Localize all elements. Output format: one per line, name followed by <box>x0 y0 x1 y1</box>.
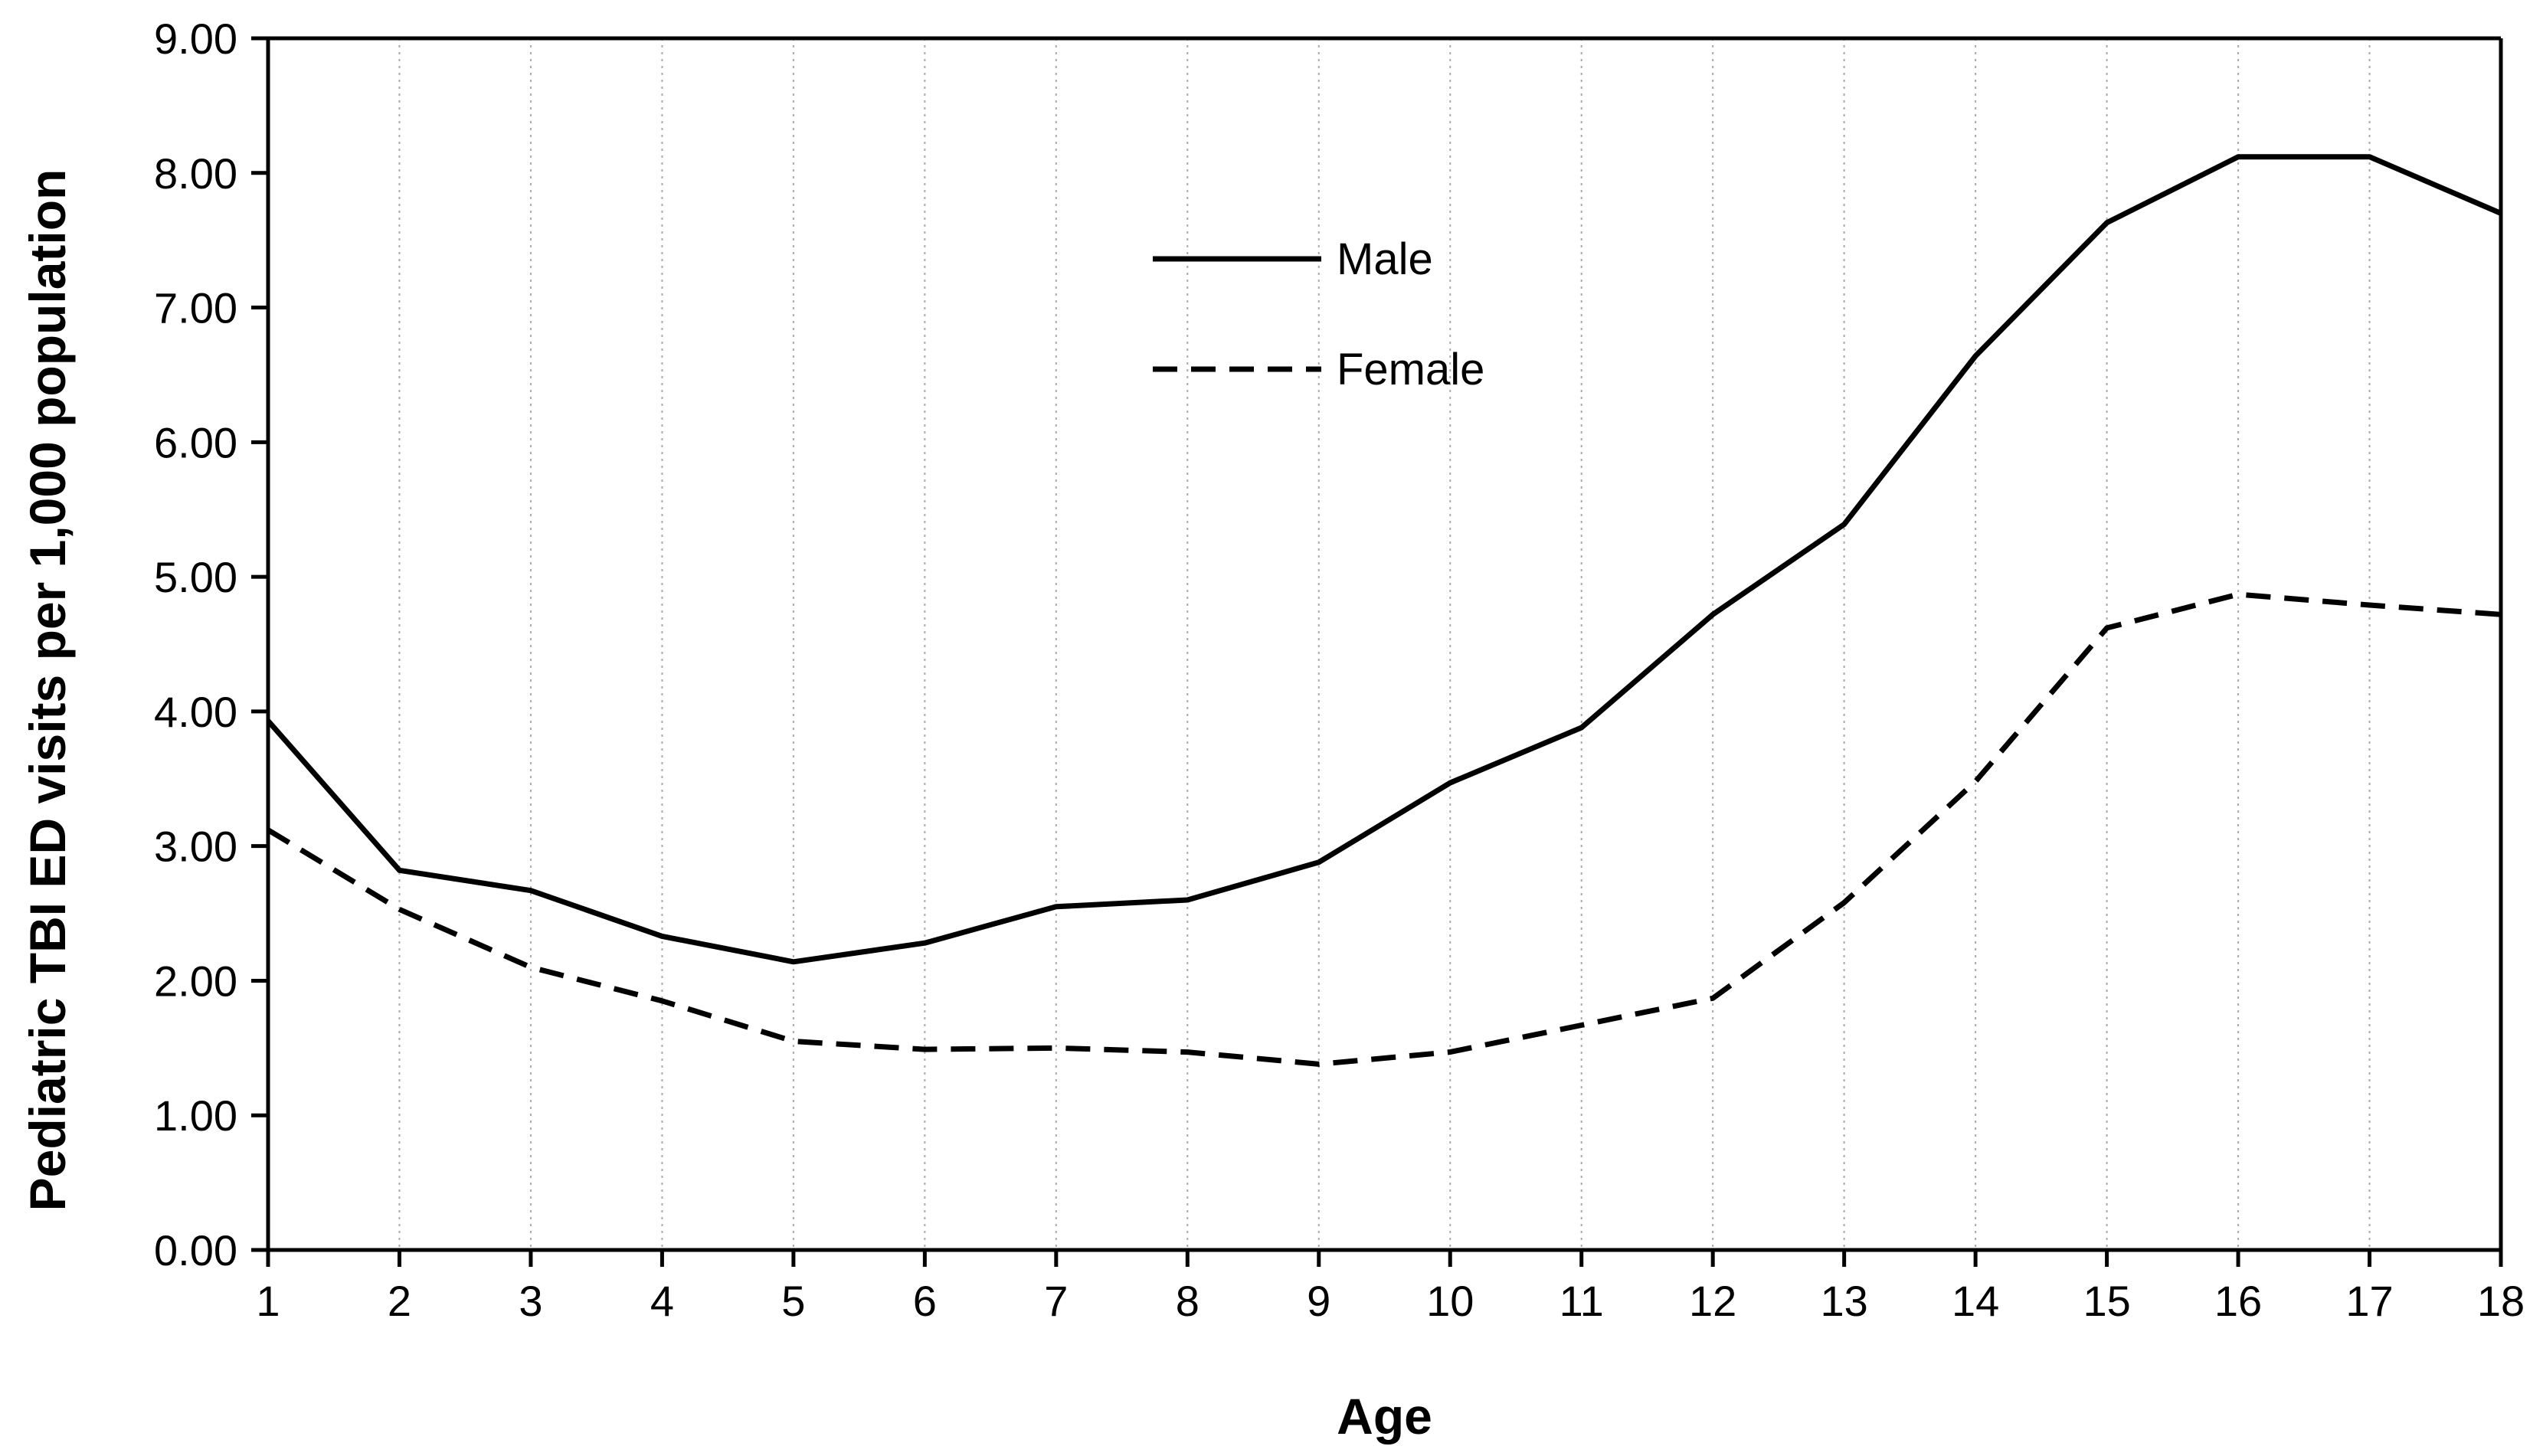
x-tick-label: 13 <box>1820 1277 1867 1325</box>
legend-label-male: Male <box>1337 234 1433 284</box>
legend: Male Female <box>1153 234 1484 394</box>
x-tick-label: 5 <box>781 1277 805 1325</box>
x-tick-label: 8 <box>1176 1277 1199 1325</box>
x-tick-label: 3 <box>519 1277 542 1325</box>
x-tick-label: 9 <box>1307 1277 1330 1325</box>
x-tick-label: 17 <box>2345 1277 2393 1325</box>
axes <box>266 36 2503 1252</box>
x-tick-label: 7 <box>1044 1277 1068 1325</box>
x-tick-label: 6 <box>913 1277 937 1325</box>
x-tick-label: 1 <box>256 1277 280 1325</box>
x-tick-label: 10 <box>1426 1277 1474 1325</box>
y-tick-label: 9.00 <box>154 15 237 63</box>
y-tick-label: 5.00 <box>154 553 237 601</box>
legend-label-female: Female <box>1337 345 1484 394</box>
x-tick-label: 12 <box>1689 1277 1736 1325</box>
gridlines <box>398 38 2502 1250</box>
x-tick-label: 15 <box>2083 1277 2130 1325</box>
series-line-female <box>267 591 2502 1067</box>
y-axis-title: Pediatric TBI ED visits per 1,000 popula… <box>19 169 76 1212</box>
x-tick-label: 2 <box>388 1277 411 1325</box>
y-tick-label: 4.00 <box>154 688 237 736</box>
y-tick-label: 1.00 <box>154 1091 237 1140</box>
x-tick-label: 11 <box>1560 1277 1604 1325</box>
y-tick-label: 6.00 <box>154 418 237 466</box>
series-layer <box>266 154 2502 1067</box>
y-tick-label: 0.00 <box>154 1226 237 1274</box>
x-axis-title: Age <box>1337 1388 1432 1445</box>
y-tick-label: 2.00 <box>154 957 237 1005</box>
series-line-male <box>266 154 2502 965</box>
y-tick-label: 8.00 <box>154 149 237 198</box>
y-tick-label: 3.00 <box>154 823 237 871</box>
ticks: 0.00 1.00 2.00 3.00 4.00 5.00 6.00 7.00 8.00 9.00… <box>154 15 2525 1325</box>
x-tick-label: 4 <box>650 1277 674 1325</box>
x-tick-label: 18 <box>2477 1277 2525 1325</box>
x-tick-label: 14 <box>1952 1277 1999 1325</box>
x-tick-label: 16 <box>2214 1277 2262 1325</box>
y-tick-label: 7.00 <box>154 284 237 332</box>
